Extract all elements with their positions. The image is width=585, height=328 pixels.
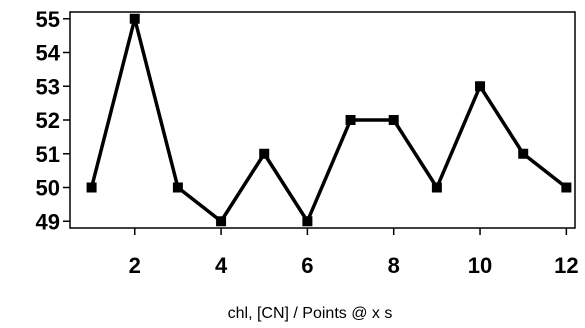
x-tick-label: 10 bbox=[468, 253, 492, 278]
x-tick-label: 12 bbox=[554, 253, 578, 278]
data-point-marker bbox=[431, 182, 442, 193]
data-point-marker bbox=[388, 115, 399, 125]
x-tick-label: 6 bbox=[301, 253, 313, 278]
data-point-marker bbox=[561, 182, 572, 193]
data-point-marker bbox=[259, 148, 270, 159]
y-tick-label: 54 bbox=[36, 41, 61, 66]
y-tick-label: 51 bbox=[36, 142, 60, 167]
x-axis-title: chl, [CN] / Points @ x s bbox=[228, 305, 393, 322]
y-tick-label: 53 bbox=[36, 74, 60, 99]
x-tick-label: 4 bbox=[215, 253, 228, 278]
data-point-marker bbox=[518, 148, 529, 159]
data-point-marker bbox=[302, 216, 313, 227]
x-tick-label: 8 bbox=[388, 253, 400, 278]
data-point-marker bbox=[86, 182, 97, 193]
data-point-marker bbox=[345, 115, 356, 125]
y-tick-label: 55 bbox=[36, 7, 60, 32]
y-tick-label: 52 bbox=[36, 108, 60, 133]
y-tick-label: 49 bbox=[36, 209, 60, 234]
series-line bbox=[89, 17, 568, 223]
data-point-marker bbox=[216, 216, 227, 227]
data-point-marker bbox=[475, 81, 486, 92]
data-point-marker bbox=[129, 13, 140, 24]
data-point-marker bbox=[172, 182, 183, 193]
x-tick-label: 2 bbox=[129, 253, 141, 278]
y-tick-label: 50 bbox=[36, 176, 60, 201]
